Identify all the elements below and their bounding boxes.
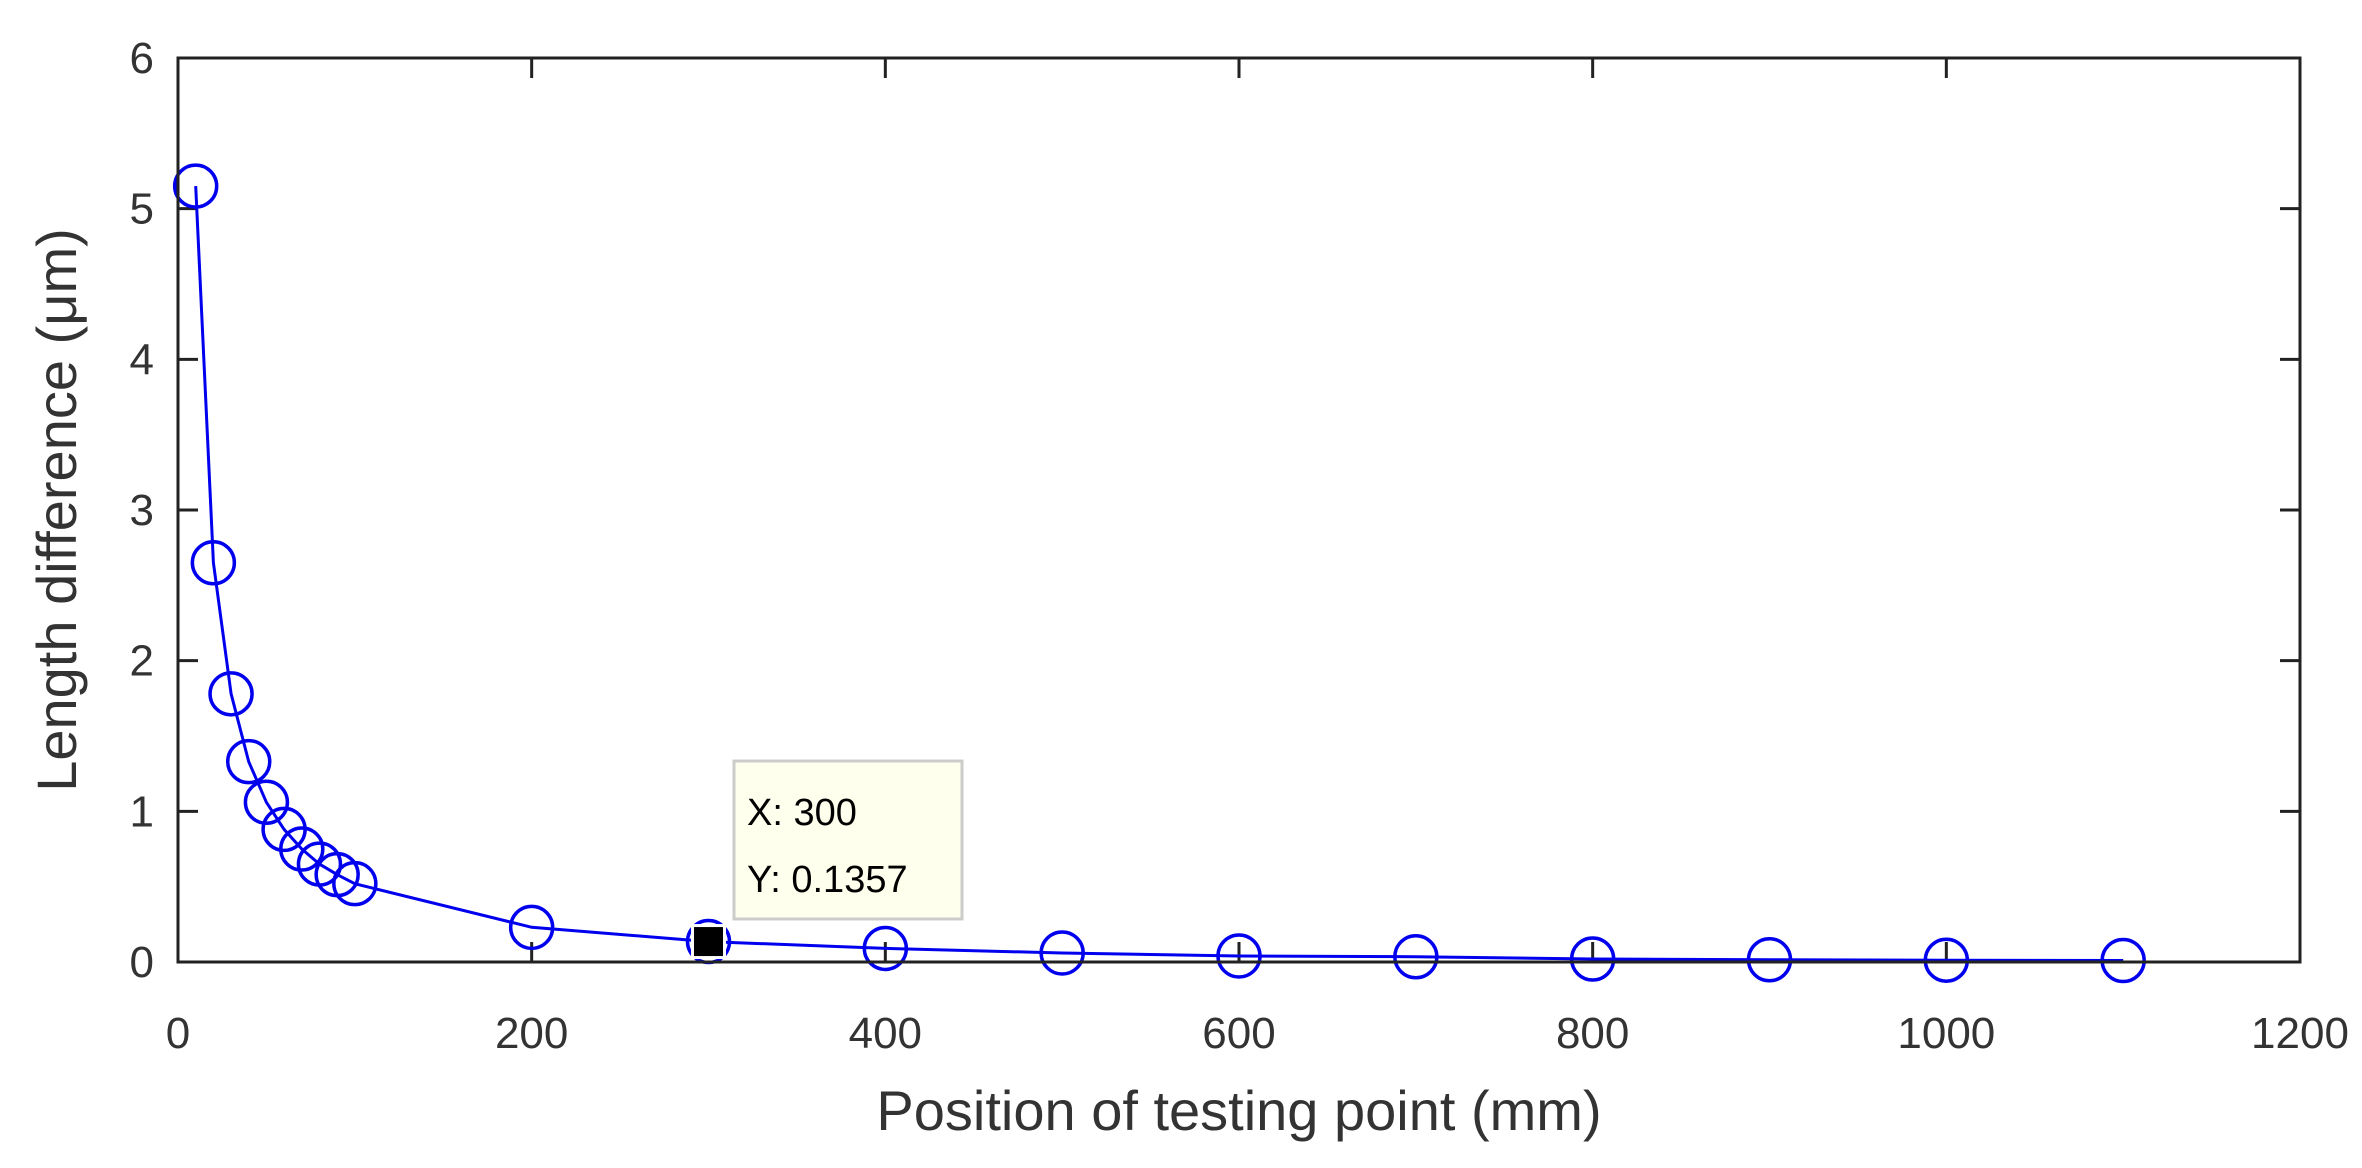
- x-tick-label: 600: [1202, 1009, 1275, 1058]
- y-tick-label: 6: [130, 34, 154, 83]
- data-point[interactable]: [1216, 933, 1262, 979]
- data-point[interactable]: [508, 904, 555, 951]
- tick-labels: 0 200 400 600 800 1000 1200 0 1 2 3 4 5 6: [130, 34, 2349, 1058]
- data-point[interactable]: [225, 738, 272, 785]
- data-tip[interactable]: X: 300 Y: 0.1357: [732, 759, 964, 921]
- x-tick-label: 1000: [1897, 1009, 1995, 1058]
- data-point[interactable]: [1393, 933, 1439, 980]
- data-tip-x: X: 300: [747, 792, 857, 834]
- data-point[interactable]: [172, 163, 219, 209]
- data-tip-marker[interactable]: [691, 924, 726, 960]
- data-tip-box: [732, 759, 964, 921]
- plot-frame: [176, 56, 2302, 964]
- data-point[interactable]: [862, 925, 909, 972]
- x-tick-label: 1200: [2251, 1009, 2349, 1058]
- data-point[interactable]: [1923, 937, 1970, 983]
- x-axis-label: Position of testing point (mm): [876, 1079, 1601, 1142]
- data-point[interactable]: [279, 826, 325, 872]
- data-point[interactable]: [208, 671, 254, 717]
- x-tick-label: 400: [849, 1009, 922, 1058]
- y-tick-label: 3: [130, 486, 154, 535]
- series-line: [194, 186, 2124, 962]
- series-markers: [172, 163, 2146, 984]
- y-tick-label: 4: [130, 335, 154, 384]
- data-point[interactable]: [1039, 930, 1085, 976]
- x-tick-label: 200: [495, 1009, 568, 1058]
- axis-ticks: [176, 56, 2302, 964]
- series-line-group: [194, 186, 2124, 962]
- x-tick-label: 800: [1556, 1009, 1629, 1058]
- y-axis-label: Length difference (μm): [25, 228, 88, 792]
- data-point[interactable]: [243, 779, 290, 826]
- data-point[interactable]: [1746, 936, 1793, 983]
- y-tick-label: 2: [130, 637, 154, 686]
- data-point[interactable]: [190, 539, 237, 586]
- x-tick-label: 0: [166, 1009, 190, 1058]
- data-point[interactable]: [2100, 937, 2146, 984]
- y-tick-label: 0: [130, 938, 154, 987]
- data-point[interactable]: [1569, 936, 1616, 982]
- data-tip-y: Y: 0.1357: [747, 859, 908, 901]
- y-tick-label: 1: [130, 787, 154, 836]
- y-tick-label: 5: [130, 185, 154, 234]
- data-point[interactable]: [332, 860, 378, 907]
